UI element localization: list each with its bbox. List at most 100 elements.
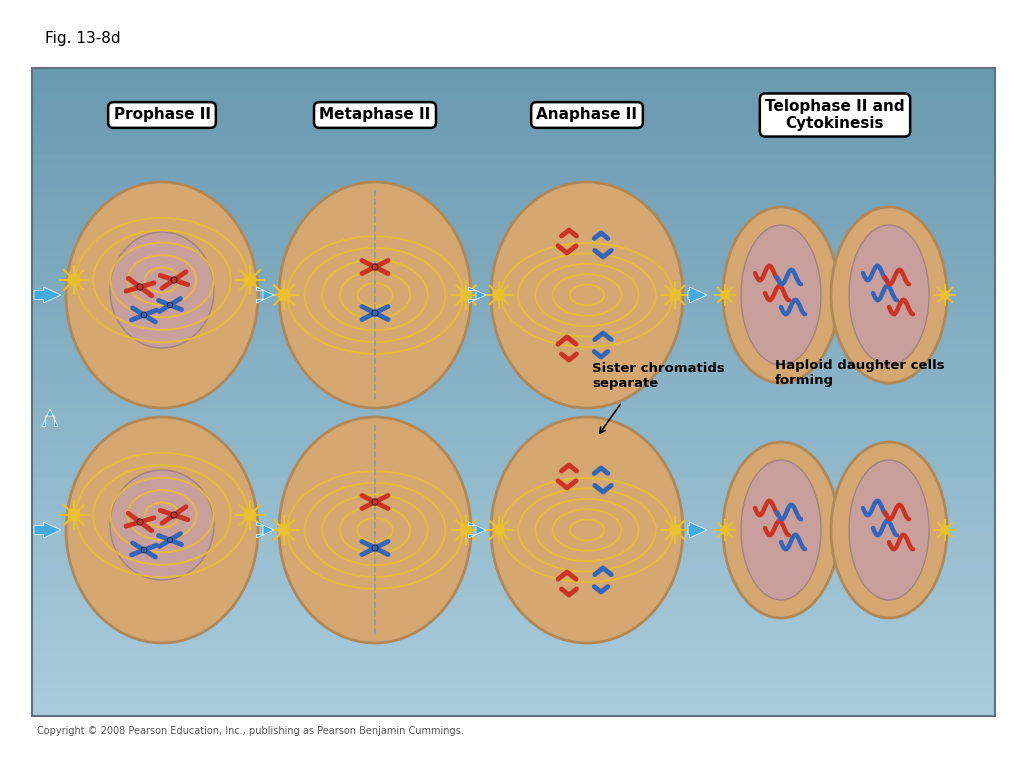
Ellipse shape <box>741 225 821 365</box>
Bar <box>32 575 995 588</box>
Circle shape <box>372 264 378 270</box>
Circle shape <box>373 500 377 504</box>
Bar <box>32 619 995 631</box>
Bar <box>32 122 995 134</box>
Bar <box>32 133 995 144</box>
Polygon shape <box>256 522 274 538</box>
Bar <box>32 468 995 479</box>
Circle shape <box>142 548 145 551</box>
Circle shape <box>373 546 377 550</box>
Bar <box>32 144 995 155</box>
Text: Metaphase II: Metaphase II <box>319 108 431 123</box>
Bar <box>32 564 995 577</box>
Ellipse shape <box>490 417 683 643</box>
Bar <box>32 316 995 328</box>
Circle shape <box>279 289 290 301</box>
Text: Anaphase II: Anaphase II <box>537 108 638 123</box>
Polygon shape <box>42 409 58 426</box>
Circle shape <box>141 548 146 553</box>
Circle shape <box>941 291 949 300</box>
Circle shape <box>137 519 143 525</box>
Bar <box>32 457 995 468</box>
Bar <box>32 662 995 674</box>
Circle shape <box>172 278 176 282</box>
Bar <box>32 370 995 382</box>
Bar <box>32 381 995 393</box>
Bar <box>32 598 995 609</box>
Circle shape <box>244 509 256 521</box>
Ellipse shape <box>831 207 947 383</box>
Ellipse shape <box>723 442 839 618</box>
Circle shape <box>69 274 80 286</box>
Bar <box>32 402 995 415</box>
Ellipse shape <box>279 417 471 643</box>
Bar <box>32 543 995 555</box>
Bar <box>32 79 995 91</box>
Circle shape <box>172 513 176 517</box>
Bar <box>32 241 995 253</box>
Circle shape <box>168 303 172 307</box>
Circle shape <box>941 526 949 535</box>
Circle shape <box>141 313 146 318</box>
Bar <box>32 68 995 716</box>
Bar <box>32 154 995 166</box>
Circle shape <box>372 545 378 551</box>
Bar <box>32 90 995 101</box>
Text: Fig. 13-8d: Fig. 13-8d <box>45 31 121 45</box>
Circle shape <box>171 277 177 283</box>
Circle shape <box>244 274 256 286</box>
Bar <box>32 435 995 447</box>
Polygon shape <box>34 522 61 538</box>
Ellipse shape <box>723 207 839 383</box>
Bar <box>32 414 995 425</box>
Bar <box>32 641 995 652</box>
Bar <box>32 252 995 263</box>
Text: Sister chromatids
separate: Sister chromatids separate <box>592 362 725 390</box>
Circle shape <box>373 265 377 269</box>
Bar <box>32 608 995 620</box>
Bar <box>32 359 995 372</box>
Text: Telophase II and
Cytokinesis: Telophase II and Cytokinesis <box>765 99 905 131</box>
Bar <box>32 349 995 361</box>
Circle shape <box>494 525 505 535</box>
Ellipse shape <box>849 460 929 600</box>
Bar <box>32 111 995 123</box>
Bar <box>32 327 995 339</box>
Ellipse shape <box>849 225 929 365</box>
Polygon shape <box>468 522 486 538</box>
Ellipse shape <box>279 182 471 408</box>
Bar <box>32 554 995 566</box>
Circle shape <box>168 538 172 541</box>
Circle shape <box>171 512 177 518</box>
Bar <box>32 197 995 210</box>
Ellipse shape <box>741 460 821 600</box>
Circle shape <box>460 289 472 301</box>
Bar <box>32 284 995 296</box>
Ellipse shape <box>66 182 258 408</box>
Bar <box>32 705 995 717</box>
Bar <box>32 295 995 306</box>
Bar <box>32 187 995 199</box>
Bar <box>32 392 995 404</box>
Bar <box>32 165 995 177</box>
Ellipse shape <box>66 417 258 643</box>
Bar <box>32 489 995 501</box>
Bar <box>32 446 995 458</box>
Circle shape <box>372 499 378 505</box>
Circle shape <box>142 313 145 317</box>
Bar <box>32 521 995 534</box>
Ellipse shape <box>110 470 214 580</box>
Ellipse shape <box>831 442 947 618</box>
Bar <box>32 176 995 188</box>
Text: Haploid daughter cells
forming: Haploid daughter cells forming <box>775 359 944 387</box>
Bar <box>32 532 995 545</box>
Circle shape <box>460 524 472 536</box>
Bar <box>32 306 995 317</box>
Bar <box>32 425 995 436</box>
Bar <box>32 230 995 242</box>
Polygon shape <box>34 287 61 303</box>
Circle shape <box>168 303 172 306</box>
Ellipse shape <box>110 232 214 348</box>
Bar <box>32 478 995 490</box>
Bar <box>32 338 995 349</box>
